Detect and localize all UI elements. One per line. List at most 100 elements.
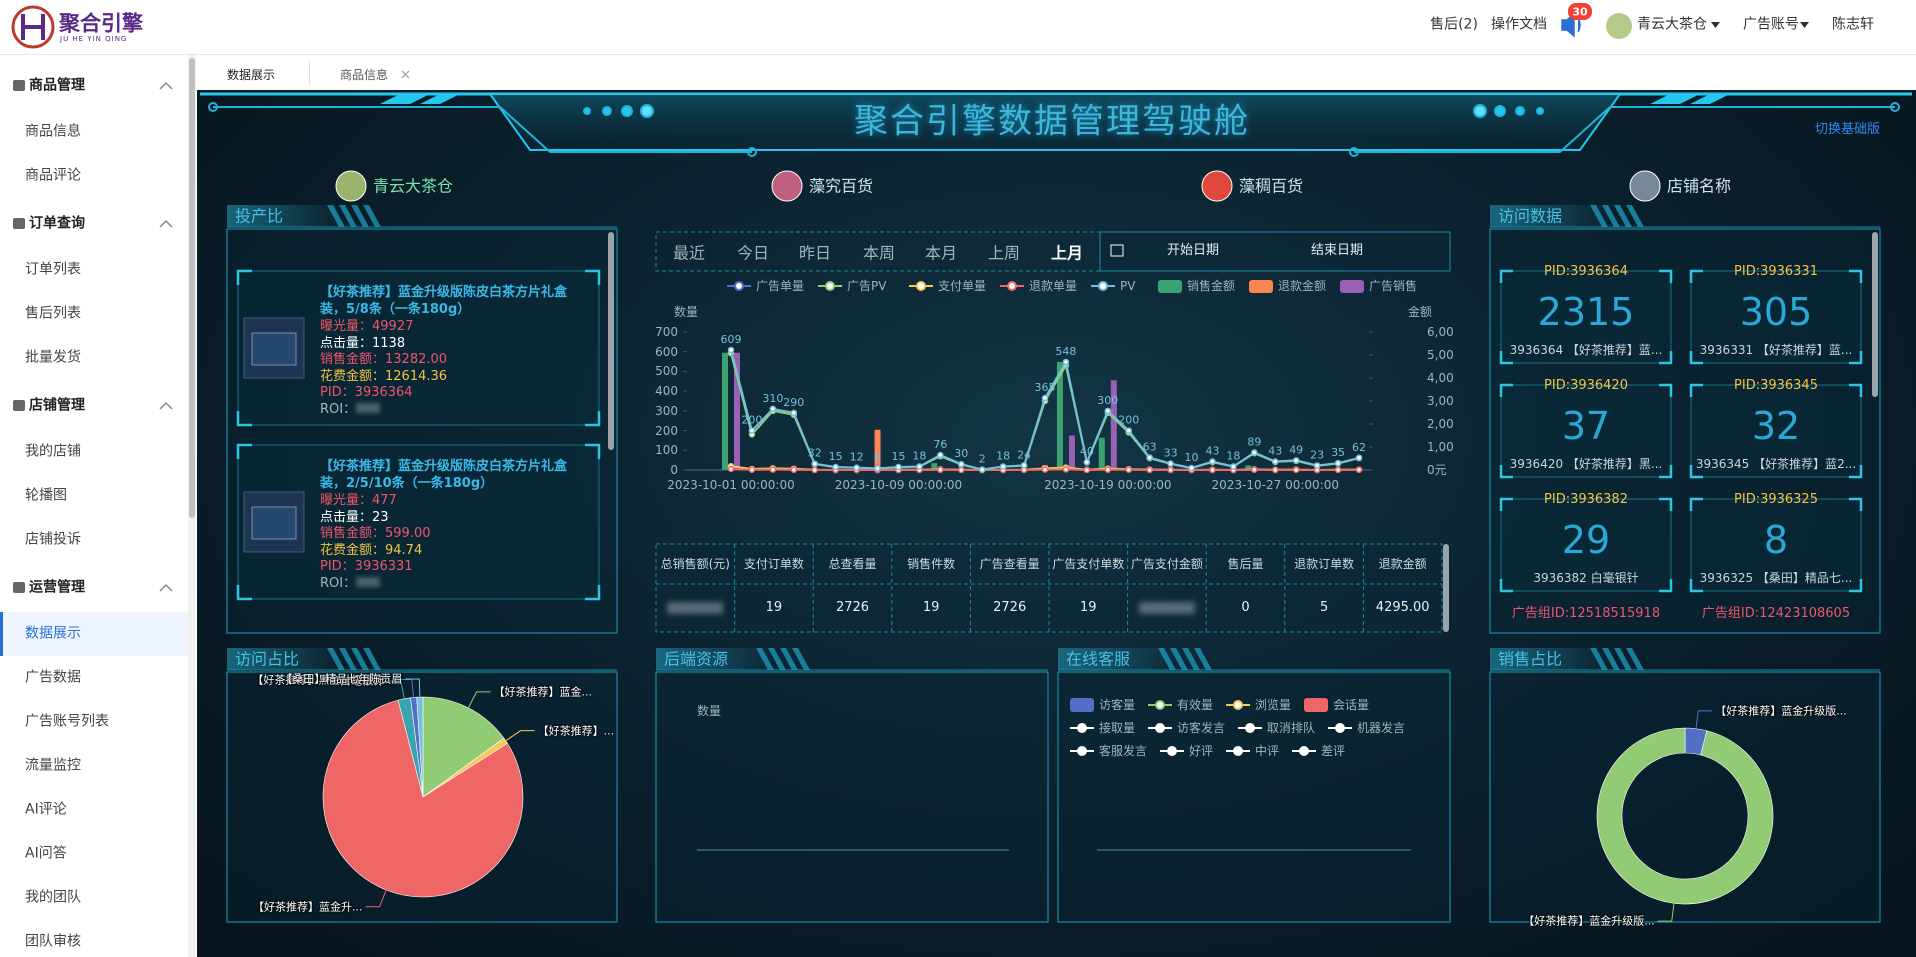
legend-label[interactable]: 访客量 [1099,697,1136,712]
legend-swatch [1070,698,1094,712]
menu-item[interactable]: 商品信息 [25,123,81,140]
date-range-option[interactable]: 本周 [862,243,896,263]
date-end[interactable]: 结束日期 [1310,243,1364,259]
menu-item[interactable]: 我的团队 [25,889,81,906]
date-range-option[interactable]: 最近 [672,243,706,263]
menu-item[interactable]: 广告数据 [25,669,81,686]
panel-title: 投产比 [235,206,284,226]
menu-group[interactable]: 运营管理 [29,579,85,596]
table-cell: 19 [765,600,783,616]
y-tick-label: 600 [655,344,678,359]
menu-item[interactable]: 轮播图 [25,487,67,504]
date-range-option[interactable]: 本月 [924,243,958,263]
point [1251,466,1258,474]
card-desc: 3936364 【好茶推荐】蓝... [1509,342,1663,357]
legend-dot [1299,746,1309,756]
logo-text: 聚合引擎 [59,11,143,36]
legend-label[interactable]: 广告PV [847,278,887,293]
data-label: 30 [954,447,968,460]
legend-label[interactable]: 接取量 [1099,720,1136,735]
menu-item[interactable]: 数据展示 [25,625,81,642]
legend-label[interactable]: 会话量 [1333,697,1370,712]
menu-item[interactable]: 广告账号列表 [25,713,109,730]
legend-label[interactable]: 取消排队 [1267,720,1316,735]
panel-stripe [339,648,357,670]
store-name[interactable]: 藻稠百货 [1239,176,1304,196]
legend-label[interactable]: 客服发言 [1099,743,1148,758]
tab[interactable]: 数据展示 [226,67,276,82]
menu-item[interactable]: 团队审核 [25,933,81,950]
point [1355,466,1363,474]
legend-label[interactable]: 浏览量 [1255,697,1292,712]
ad-group-id: 广告组ID:12518515918 [1511,606,1661,622]
data-label: 24 [1017,448,1031,461]
y2-tick-label: 3,00 [1427,393,1454,408]
legend-label[interactable]: 有效量 [1177,697,1214,712]
panel-stripe [792,648,810,670]
data-label: 300 [1097,394,1118,407]
data-label: 10 [1185,451,1199,464]
point [1209,466,1216,474]
nav-after-sales[interactable]: 售后(2) [1430,16,1478,33]
panel-stripe [1194,648,1212,670]
nav-ad-account[interactable]: 广告账号 [1743,16,1799,33]
data-label: 15 [891,450,905,463]
menu-item[interactable]: 店铺投诉 [25,531,81,548]
menu-group[interactable]: 商品管理 [29,77,85,94]
store-name[interactable]: 藻究百货 [809,176,874,196]
nav-user[interactable]: 陈志轩 [1832,16,1874,33]
card-value: 32 [1751,404,1801,449]
menu-item[interactable]: 订单列表 [25,261,81,278]
menu-item[interactable]: AI评论 [25,801,67,818]
point [1272,466,1279,474]
panel-header [227,205,347,227]
date-range-option[interactable]: 今日 [736,243,770,263]
date-start[interactable]: 开始日期 [1166,243,1220,259]
menu-item[interactable]: 流量监控 [25,757,81,774]
slice-label: 【好茶推荐】... [537,724,615,738]
tab[interactable]: 商品信息 [339,67,389,82]
date-range-option[interactable]: 上月 [1050,243,1084,263]
x-tick-label: 2023-10-27 00:00:00 [1211,477,1339,492]
menu-item[interactable]: 我的店铺 [25,443,81,460]
panel-header [227,648,347,670]
menu-group[interactable]: 店铺管理 [29,397,85,414]
product-title: 【好茶推荐】蓝金升级版陈皮白茶方片礼盒装，5/8条（一条180g） [320,285,568,317]
card-value: 37 [1561,404,1611,449]
legend-label[interactable]: PV [1120,278,1136,293]
menu-item[interactable]: 售后列表 [25,305,81,322]
nav-docs[interactable]: 操作文档 [1491,16,1547,33]
menu-group[interactable]: 订单查询 [29,215,85,232]
legend-label[interactable]: 广告销售 [1369,278,1418,293]
panel-title: 在线客服 [1066,649,1131,669]
card-frame [1500,384,1672,478]
bar [1245,465,1252,470]
menu-item[interactable]: 商品评论 [25,167,81,184]
menu-item[interactable]: AI问答 [25,845,67,862]
y2-tick-label: 2,00 [1427,416,1454,431]
legend-label[interactable]: 访客发言 [1177,720,1226,735]
legend-label[interactable]: 好评 [1189,743,1214,758]
legend-label[interactable]: 销售金额 [1187,278,1236,293]
switch-version[interactable]: 切换基础版 [1814,122,1880,138]
y-tick-label: 300 [655,403,678,418]
legend-label[interactable]: 机器发言 [1357,720,1406,735]
data-label: 33 [1164,446,1178,459]
table-cell: 19 [922,600,940,616]
legend-label[interactable]: 支付单量 [938,278,987,293]
table-cell: 0 [1241,600,1250,616]
point [1334,459,1342,467]
legend-label[interactable]: 广告单量 [756,278,805,293]
date-range-option[interactable]: 上周 [987,243,1021,263]
store-name[interactable]: 青云大茶仓 [373,176,454,196]
legend-label[interactable]: 差评 [1321,743,1346,758]
legend-label[interactable]: 退款单量 [1029,278,1078,293]
menu-item[interactable]: 批量发货 [25,349,81,366]
date-range-option[interactable]: 昨日 [798,243,832,263]
legend-label[interactable]: 退款金额 [1278,278,1327,293]
store-name[interactable]: 店铺名称 [1667,176,1732,196]
panel-header [656,648,776,670]
legend-label[interactable]: 中评 [1255,743,1280,758]
nav-store[interactable]: 青云大茶仓 [1637,16,1707,33]
panel-stripe [1602,648,1620,670]
